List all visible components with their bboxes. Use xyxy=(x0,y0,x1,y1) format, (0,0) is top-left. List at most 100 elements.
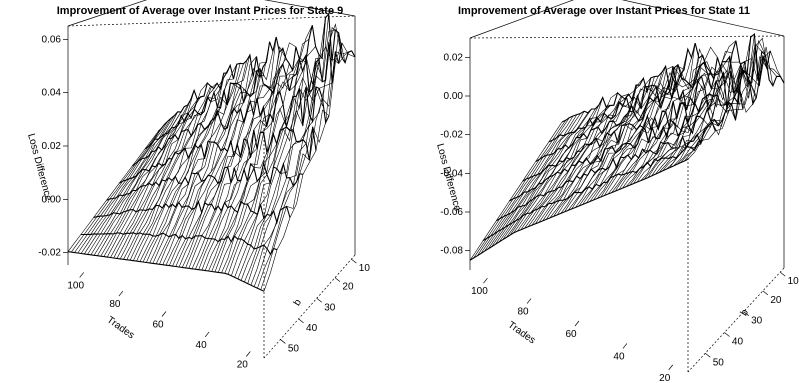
surface-line xyxy=(120,85,211,260)
b-tick-label: 30 xyxy=(324,302,336,313)
trades-tick-mark xyxy=(622,343,628,349)
surface-line xyxy=(240,46,333,281)
surface-line xyxy=(524,92,618,229)
b-tick-mark xyxy=(762,290,769,296)
trades-tick-label: 100 xyxy=(67,280,84,291)
surface-line xyxy=(201,57,293,271)
surface-line xyxy=(214,57,306,273)
trades-tick-label: 20 xyxy=(659,373,671,383)
surface-line xyxy=(582,72,677,205)
surface-line xyxy=(211,70,303,272)
b-tick-label: 40 xyxy=(306,323,318,334)
surface-line xyxy=(665,43,763,170)
surface-line xyxy=(618,61,714,190)
surface-line xyxy=(560,76,655,214)
surface-line xyxy=(188,52,280,269)
trades-tick-mark xyxy=(526,298,532,304)
surface-line xyxy=(227,54,320,275)
b-tick-label: 30 xyxy=(751,316,763,327)
surface-line xyxy=(129,88,221,261)
surface-line xyxy=(237,13,329,280)
surface-line xyxy=(473,120,566,259)
surface-line xyxy=(144,42,343,150)
surface-line xyxy=(469,158,689,261)
box-top-dotted xyxy=(67,15,356,27)
trades-tick-label: 80 xyxy=(517,307,529,318)
trades-tick-mark xyxy=(79,272,84,278)
surface-line xyxy=(546,84,640,220)
surface-line xyxy=(178,41,270,268)
surface-line xyxy=(527,96,622,227)
b-tick-mark xyxy=(334,277,341,282)
surface-line xyxy=(218,38,310,273)
surface-line xyxy=(93,200,291,225)
surface-line xyxy=(564,76,659,213)
z-tick-label: -0.02 xyxy=(38,248,61,259)
b-tick-mark xyxy=(351,258,357,264)
b-tick-label: 10 xyxy=(359,263,371,274)
surface-line xyxy=(93,106,185,256)
surface-line xyxy=(658,34,755,173)
trades-tick-mark xyxy=(668,364,674,371)
z-tick-label: -0.04 xyxy=(440,168,463,179)
surface-line xyxy=(542,85,637,222)
trades-tick-label: 40 xyxy=(196,340,208,351)
surface-panel-state9: 0.06 0.04 0.02 0.00 -0.02 100 80 60 40 20 50 40 30 20… xyxy=(38,0,370,370)
surface-line xyxy=(502,108,596,240)
xlabel-state11: Trades xyxy=(506,320,538,347)
trades-tick-label: 20 xyxy=(237,359,249,370)
b-tick-mark xyxy=(724,332,730,337)
box-top-dotted xyxy=(469,35,785,39)
surface-line xyxy=(487,113,581,250)
trades-tick-label: 40 xyxy=(613,351,625,362)
trades-tick-label: 60 xyxy=(565,329,577,340)
b-tick-mark xyxy=(298,318,304,324)
surface-line xyxy=(260,50,352,290)
surface-line xyxy=(87,111,178,255)
surface-line xyxy=(535,69,758,162)
trades-tick-mark xyxy=(483,277,488,284)
surface-line xyxy=(575,85,670,208)
surface-line xyxy=(676,46,774,165)
surface-line xyxy=(74,124,165,253)
surface-line xyxy=(636,50,733,183)
surface-line xyxy=(157,12,356,133)
surface-line xyxy=(548,45,771,143)
ylabel-state11: b xyxy=(739,307,752,318)
b-tick-mark xyxy=(705,353,711,358)
xlabel-state9: Trades xyxy=(105,315,137,342)
surface-line xyxy=(491,111,585,247)
surface-line xyxy=(139,65,231,262)
surface-line xyxy=(480,115,574,254)
surface-line xyxy=(640,40,737,181)
surface-line xyxy=(625,66,722,187)
surface-line xyxy=(169,68,261,266)
trades-tick-label: 60 xyxy=(152,320,164,331)
surface-line xyxy=(244,29,336,283)
box-base-dotted xyxy=(263,254,356,359)
surface-line xyxy=(97,104,188,256)
b-tick-mark xyxy=(779,271,786,277)
surface-line xyxy=(224,46,316,274)
trades-tick-mark xyxy=(161,311,167,317)
surface-line xyxy=(549,78,644,219)
title-state9: Improvement of Average over Instant Pric… xyxy=(57,5,344,17)
surface-line xyxy=(516,105,611,232)
surface-line xyxy=(578,66,674,207)
surface-line xyxy=(234,17,326,278)
b-tick-mark xyxy=(743,311,749,316)
surface-line xyxy=(253,32,346,287)
b-tick-mark xyxy=(316,297,322,303)
surface-line xyxy=(520,104,614,230)
z-tick-label: -0.06 xyxy=(440,207,463,218)
surface-line xyxy=(600,43,696,198)
box-top-back xyxy=(469,0,785,39)
surface-line xyxy=(589,65,685,202)
surface-line xyxy=(67,251,265,292)
title-state11: Improvement of Average over Instant Pric… xyxy=(458,5,750,17)
surface-line xyxy=(131,86,330,167)
surface-line xyxy=(231,57,323,276)
box-top-back xyxy=(67,0,356,27)
surface-line xyxy=(182,51,274,268)
surface-line xyxy=(113,95,205,259)
